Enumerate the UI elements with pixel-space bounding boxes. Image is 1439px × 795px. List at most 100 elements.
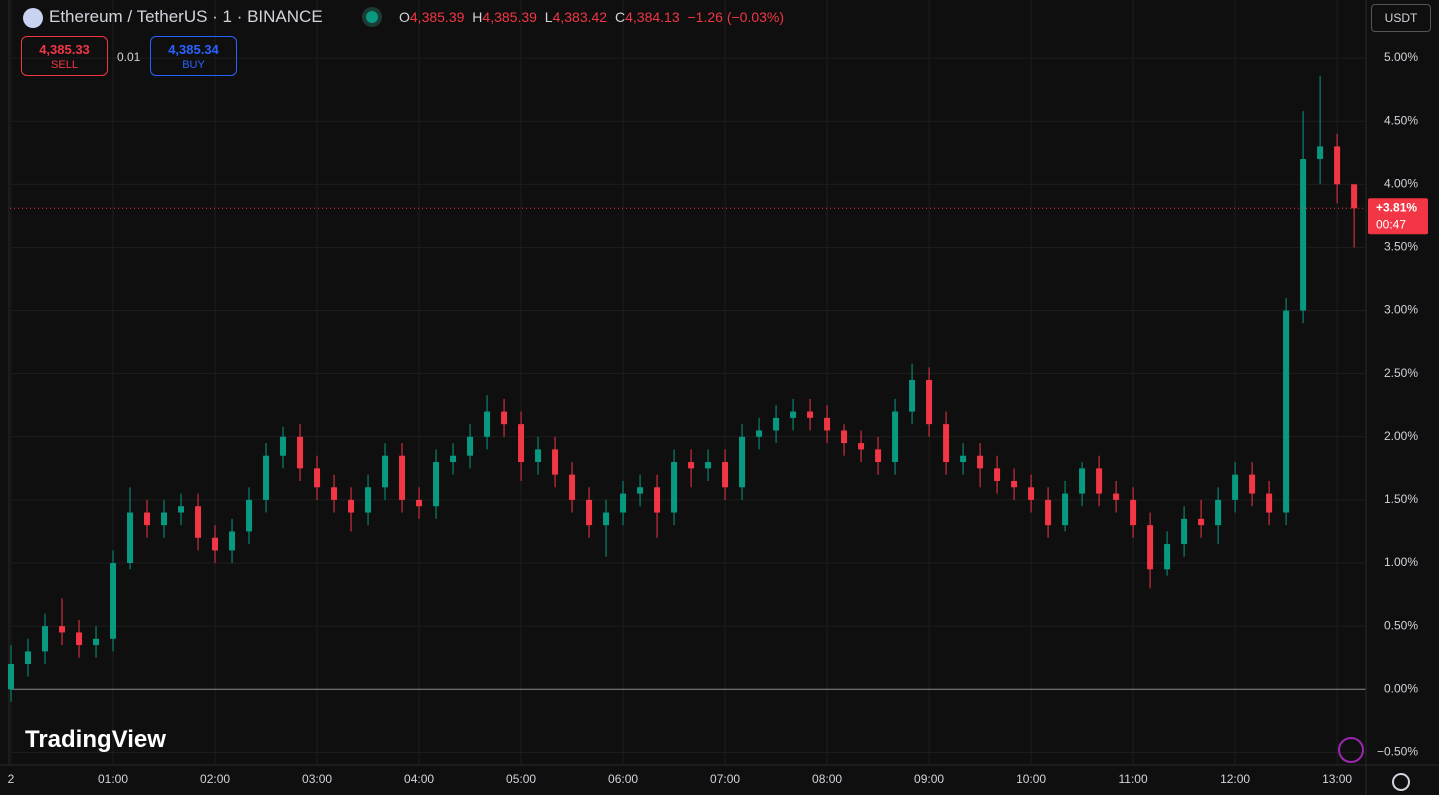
candle-body (705, 462, 712, 469)
spread: 0.01 (117, 50, 141, 64)
candle-body (1249, 474, 1256, 494)
y-tick-label: 1.00% (1384, 555, 1418, 569)
ohlc-value: 4,385.39 (482, 9, 537, 25)
symbol-icon (23, 8, 43, 28)
x-tick-label: 10:00 (1016, 772, 1046, 786)
candle-body (1198, 518, 1205, 526)
y-tick-label: 3.50% (1384, 240, 1418, 254)
candle-body (1130, 499, 1137, 526)
candle-body (1266, 493, 1273, 513)
candle-body (960, 455, 967, 463)
candle-body (892, 411, 899, 463)
candle-body (1351, 184, 1358, 209)
ohlc-key: H (472, 9, 483, 25)
candle-body (620, 493, 627, 513)
candle-body (994, 468, 1001, 481)
ohlc-key: O (399, 9, 410, 25)
candle-body (824, 417, 831, 431)
candle-body (841, 430, 848, 444)
candle-body (756, 430, 763, 437)
candle-body (195, 506, 202, 538)
candle-body (807, 411, 814, 418)
currency-button[interactable]: USDT (1371, 4, 1431, 32)
candle-body (858, 443, 865, 450)
candle-body (110, 563, 117, 639)
candle-body (314, 468, 321, 488)
x-tick-label: 01:00 (98, 772, 128, 786)
candle-body (246, 499, 253, 532)
y-tick-label: 4.00% (1384, 176, 1418, 190)
symbol-title: Ethereum / TetherUS · 1 · BINANCE (49, 7, 323, 26)
x-tick-label: 06:00 (608, 772, 638, 786)
x-tick-label: 2 (8, 772, 15, 786)
x-tick-label: 04:00 (404, 772, 434, 786)
candle-body (297, 436, 304, 469)
ohlc-value: 4,384.13 (625, 9, 680, 25)
candle-body (1215, 499, 1222, 526)
y-tick-label: 2.00% (1384, 429, 1418, 443)
candle-body (1011, 480, 1018, 488)
x-tick-label: 09:00 (914, 772, 944, 786)
last-price-label: +3.81% (1376, 200, 1417, 214)
candle-body (773, 417, 780, 431)
sell-button[interactable]: 4,385.33 SELL (21, 36, 108, 76)
candle-body (671, 462, 678, 513)
y-tick-label: 1.50% (1384, 492, 1418, 506)
candle-body (1334, 146, 1341, 185)
candle-body (59, 626, 66, 633)
candle-body (569, 474, 576, 500)
settings-icon[interactable] (1392, 773, 1410, 791)
last-price-box (1368, 198, 1428, 235)
candle-body (909, 379, 916, 412)
ohlc-key: C (614, 9, 626, 25)
buy-button[interactable]: 4,385.34 BUY (150, 36, 237, 76)
x-tick-label: 05:00 (506, 772, 536, 786)
candle-body (263, 455, 270, 500)
candle-body (688, 462, 695, 469)
ohlc: O4,385.39 H4,385.39 L4,383.42 C4,384.13 … (399, 6, 788, 28)
candle-body (586, 499, 593, 526)
ohlc-value: 4,385.39 (409, 9, 465, 25)
candle-body (365, 487, 372, 513)
candle-body (1283, 310, 1290, 513)
lightning-icon[interactable] (1338, 737, 1364, 763)
candle-body (875, 449, 882, 463)
candle-body (178, 506, 185, 513)
candle-body (484, 411, 491, 437)
ohlc-key: L (544, 9, 553, 25)
y-tick-label: −0.50% (1377, 745, 1418, 759)
brand-logo: TradingView (25, 726, 166, 753)
buy-label: BUY (182, 59, 205, 71)
candle-body (1181, 518, 1188, 545)
candle-body (637, 487, 644, 494)
candle-body (722, 462, 729, 488)
candle-body (1232, 474, 1239, 500)
x-tick-label: 11:00 (1119, 772, 1148, 786)
sell-price: 4,385.33 (39, 42, 90, 57)
y-tick-label: 4.50% (1384, 113, 1418, 127)
candle-body (1164, 544, 1171, 570)
candle-body (450, 455, 457, 463)
candle-body (127, 512, 134, 564)
candle-body (535, 449, 542, 463)
buy-price: 4,385.34 (168, 42, 219, 57)
candle-body (501, 411, 508, 425)
candle-body (977, 455, 984, 469)
candle-body (603, 512, 610, 526)
candle-body (518, 424, 525, 463)
candle-body (76, 632, 83, 646)
candle-body (331, 487, 338, 500)
x-tick-label: 13:00 (1322, 772, 1352, 786)
x-tick-label: 12:00 (1220, 772, 1250, 786)
candle-body (1045, 499, 1052, 526)
x-tick-label: 02:00 (200, 772, 230, 786)
plot-area (10, 0, 1366, 765)
candle-body (348, 499, 355, 513)
candle-body (280, 436, 287, 456)
candle-body (926, 379, 933, 425)
candle-body (1096, 468, 1103, 494)
candle-body (382, 455, 389, 488)
status-dot (366, 11, 378, 23)
change: −1.26 (−0.03%) (687, 9, 785, 25)
